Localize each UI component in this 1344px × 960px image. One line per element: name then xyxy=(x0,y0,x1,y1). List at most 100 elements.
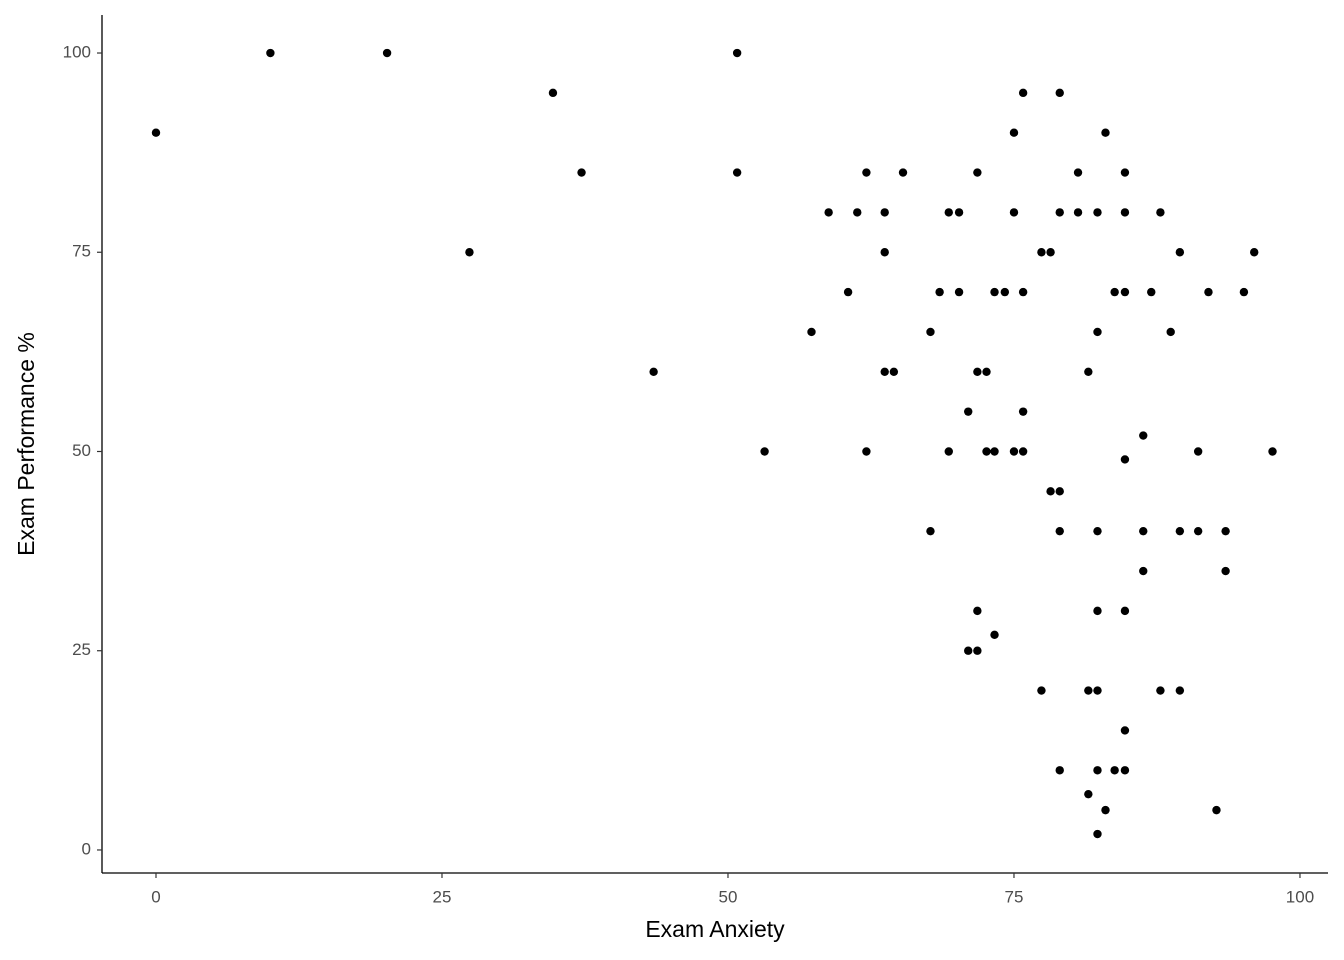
point xyxy=(880,248,889,257)
point xyxy=(954,287,964,297)
point xyxy=(1120,766,1130,775)
point xyxy=(853,208,862,217)
point xyxy=(982,367,991,376)
point xyxy=(1139,566,1148,576)
point xyxy=(880,208,889,217)
point xyxy=(990,447,999,456)
point xyxy=(1093,829,1102,839)
x-tick-label: 0 xyxy=(151,887,160,906)
point xyxy=(1055,88,1064,98)
y-axis-title: Exam Performance % xyxy=(13,332,39,556)
point xyxy=(1009,447,1019,456)
point xyxy=(926,327,935,337)
point xyxy=(151,128,161,137)
point xyxy=(1110,287,1119,297)
x-tick-label: 25 xyxy=(433,887,452,906)
y-tick-label: 25 xyxy=(72,640,91,659)
point xyxy=(926,526,935,536)
point xyxy=(990,630,999,639)
point xyxy=(1139,431,1148,440)
point xyxy=(1212,805,1221,815)
point xyxy=(1093,606,1102,616)
point xyxy=(760,447,769,456)
point xyxy=(1000,287,1010,297)
point xyxy=(1120,168,1130,177)
y-tick-label: 0 xyxy=(82,839,91,858)
point xyxy=(1204,287,1213,297)
point xyxy=(973,646,982,655)
point xyxy=(862,447,871,456)
point xyxy=(1084,789,1093,799)
point xyxy=(1037,248,1046,257)
point xyxy=(1120,287,1130,297)
point xyxy=(1101,805,1110,815)
point xyxy=(880,367,889,376)
point xyxy=(889,367,899,376)
point xyxy=(944,447,953,456)
point xyxy=(1120,726,1130,735)
point xyxy=(1110,766,1119,775)
point xyxy=(1055,766,1064,775)
point xyxy=(954,208,964,217)
point xyxy=(862,168,871,177)
point xyxy=(944,208,953,217)
point xyxy=(1250,248,1259,257)
point xyxy=(649,367,658,376)
point xyxy=(465,248,474,257)
point xyxy=(1093,766,1102,775)
point xyxy=(843,287,853,297)
point xyxy=(1055,487,1064,496)
point xyxy=(807,327,816,337)
x-axis-title: Exam Anxiety xyxy=(645,916,785,942)
point xyxy=(1093,208,1102,217)
point xyxy=(935,287,944,297)
point xyxy=(1009,128,1019,137)
point xyxy=(1055,208,1064,217)
point xyxy=(1037,686,1046,695)
point xyxy=(1046,248,1055,257)
point xyxy=(973,367,982,376)
point xyxy=(1156,686,1165,695)
point xyxy=(1073,208,1083,217)
point xyxy=(982,447,991,456)
point xyxy=(1147,287,1156,297)
point xyxy=(990,287,999,297)
point xyxy=(964,646,973,655)
point xyxy=(973,168,982,177)
point xyxy=(1193,526,1203,536)
point xyxy=(1193,447,1203,456)
point xyxy=(898,168,908,177)
point xyxy=(1046,487,1055,496)
point xyxy=(973,606,982,616)
point xyxy=(1018,287,1028,297)
point xyxy=(1175,248,1185,257)
y-tick-label: 100 xyxy=(63,42,91,61)
point xyxy=(1166,327,1175,337)
point xyxy=(1139,526,1148,536)
point xyxy=(1175,526,1185,536)
point xyxy=(1093,686,1102,695)
x-tick-label: 75 xyxy=(1005,887,1024,906)
point xyxy=(1018,407,1028,416)
point xyxy=(382,48,392,58)
point xyxy=(824,208,833,217)
point xyxy=(1268,447,1277,456)
point xyxy=(1055,526,1064,536)
point xyxy=(1084,686,1093,695)
point xyxy=(1221,566,1230,576)
point xyxy=(1018,447,1028,456)
point xyxy=(1093,526,1102,536)
point xyxy=(548,88,558,98)
point xyxy=(1009,208,1019,217)
point xyxy=(1101,128,1110,137)
y-tick-label: 75 xyxy=(72,242,91,261)
point xyxy=(1120,208,1130,217)
point xyxy=(964,407,973,416)
point xyxy=(1156,208,1165,217)
y-tick-label: 50 xyxy=(72,441,91,460)
point xyxy=(1221,526,1230,536)
x-tick-label: 50 xyxy=(719,887,738,906)
x-tick-label: 100 xyxy=(1286,887,1314,906)
point xyxy=(732,48,742,58)
